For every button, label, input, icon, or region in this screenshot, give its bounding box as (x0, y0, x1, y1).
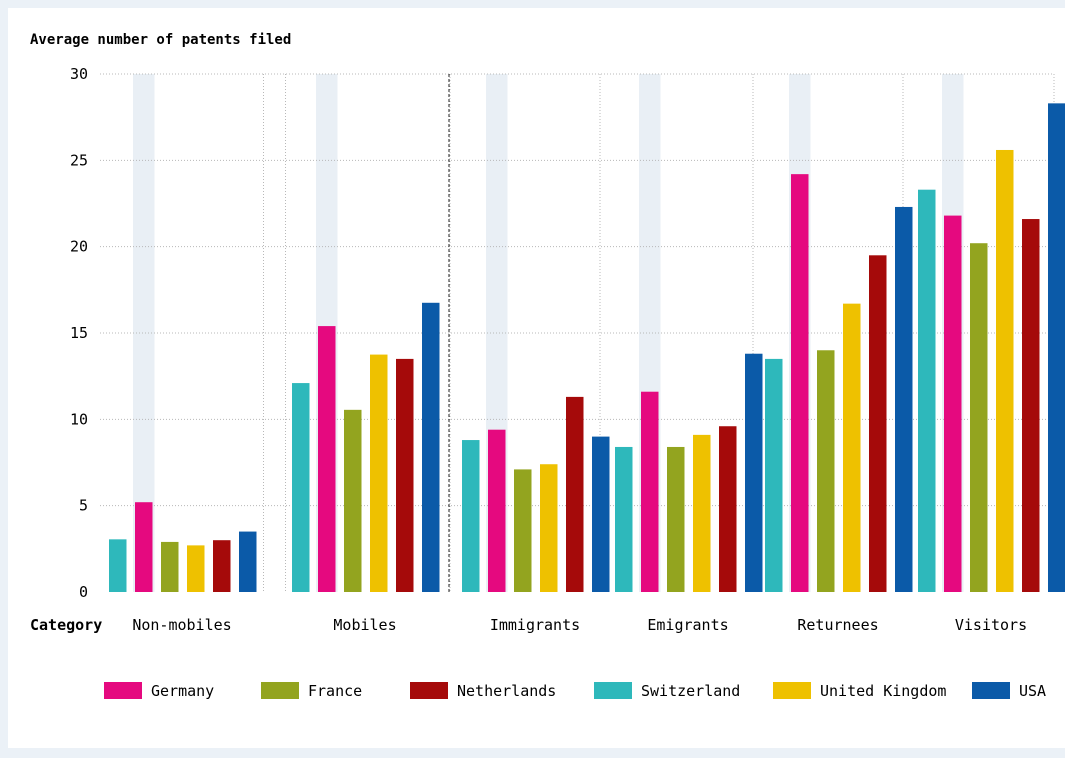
bar-returnees-netherlands (869, 255, 887, 593)
bar-returnees-usa (895, 206, 913, 592)
legend-label-usa: USA (1019, 682, 1046, 700)
bar-visitors-france (970, 243, 988, 593)
legend-swatch-germany (104, 682, 142, 699)
category-label-emigrants: Emigrants (647, 616, 728, 634)
bar-non-mobiles-netherlands (213, 540, 231, 592)
highlight-band-non-mobiles (133, 74, 155, 592)
bar-emigrants-france (667, 446, 685, 592)
bar-emigrants-united-kingdom (693, 434, 711, 592)
legend-label-switzerland: Switzerland (641, 682, 740, 700)
legend-label-germany: Germany (151, 682, 214, 700)
y-axis-label: Average number of patents filed (30, 32, 291, 48)
bar-immigrants-switzerland (462, 440, 480, 592)
bar-returnees-france (817, 350, 835, 592)
chart-frame: Average number of patents filed 0 5 10 15 20… (8, 8, 1065, 748)
x-axis-label: Category (30, 616, 102, 634)
y-tick-10: 10 (70, 410, 88, 428)
bar-mobiles-switzerland (292, 383, 310, 592)
category-label-non-mobiles: Non-mobiles (132, 616, 231, 634)
y-tick-20: 20 (70, 238, 88, 256)
y-tick-30: 30 (70, 65, 88, 83)
bar-returnees-switzerland (765, 358, 783, 592)
bar-immigrants-france (514, 469, 532, 592)
y-tick-15: 15 (70, 324, 88, 342)
bar-non-mobiles-germany (135, 502, 153, 592)
bar-immigrants-usa (592, 436, 610, 592)
bar-emigrants-switzerland (615, 446, 633, 592)
legend-swatch-usa (972, 682, 1010, 699)
bars (109, 103, 1065, 593)
bar-immigrants-netherlands (566, 396, 584, 592)
category-label-mobiles: Mobiles (333, 616, 396, 634)
legend: Germany France Netherlands Switzerland Unite… (104, 682, 1046, 700)
bar-mobiles-netherlands (396, 358, 414, 592)
bar-visitors-switzerland (918, 189, 936, 593)
bar-non-mobiles-usa (239, 531, 257, 592)
bar-chart: Average number of patents filed 0 5 10 15 20… (30, 32, 1065, 700)
bar-immigrants-germany (488, 429, 506, 592)
legend-swatch-united-kingdom (773, 682, 811, 699)
y-tick-0: 0 (79, 583, 88, 601)
category-label-returnees: Returnees (797, 616, 878, 634)
legend-swatch-france (261, 682, 299, 699)
bar-non-mobiles-united-kingdom (187, 545, 205, 592)
bar-returnees-united-kingdom (843, 303, 861, 592)
bar-returnees-germany (791, 174, 809, 592)
bar-mobiles-germany (318, 326, 336, 592)
category-labels: Non-mobiles Mobiles Immigrants Emigrants Ret… (132, 616, 1027, 634)
legend-swatch-netherlands (410, 682, 448, 699)
bar-emigrants-netherlands (719, 426, 737, 592)
legend-label-france: France (308, 682, 362, 700)
bar-visitors-netherlands (1022, 219, 1040, 593)
bar-visitors-germany (944, 215, 962, 592)
y-tick-25: 25 (70, 151, 88, 169)
category-label-visitors: Visitors (955, 616, 1027, 634)
legend-swatch-switzerland (594, 682, 632, 699)
bar-immigrants-united-kingdom (540, 464, 558, 592)
bar-emigrants-usa (745, 353, 763, 592)
bar-visitors-united-kingdom (996, 149, 1014, 592)
y-tick-labels: 0 5 10 15 20 25 30 (70, 65, 88, 601)
legend-label-netherlands: Netherlands (457, 682, 556, 700)
bar-mobiles-united-kingdom (370, 354, 388, 592)
category-label-immigrants: Immigrants (490, 616, 580, 634)
bar-emigrants-germany (641, 391, 659, 592)
bar-mobiles-usa (422, 302, 440, 592)
bar-visitors-usa (1048, 103, 1065, 592)
bar-non-mobiles-france (161, 541, 179, 592)
bar-mobiles-france (344, 409, 362, 592)
legend-label-united-kingdom: United Kingdom (820, 682, 946, 700)
bar-non-mobiles-switzerland (109, 539, 127, 592)
y-tick-5: 5 (79, 497, 88, 515)
